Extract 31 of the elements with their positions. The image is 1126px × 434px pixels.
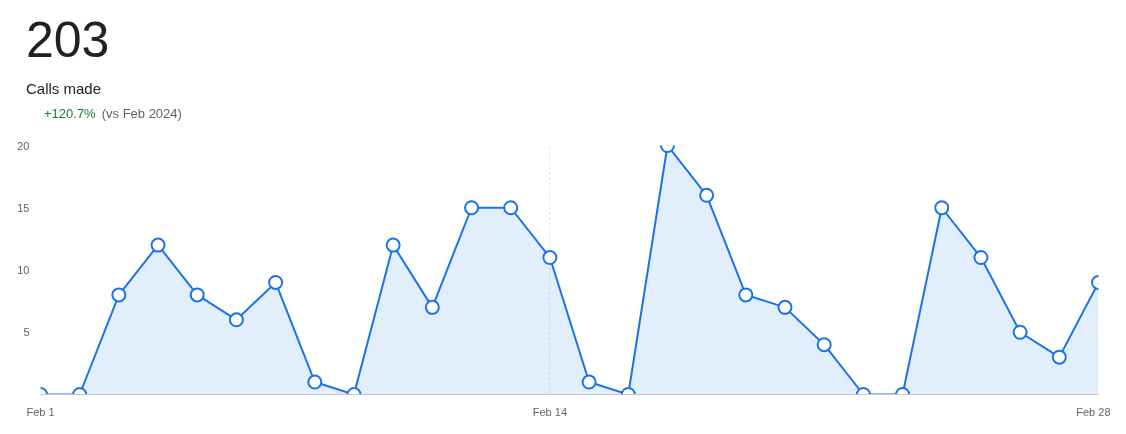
- point: [464, 200, 480, 216]
- x-tick-label: Feb 1: [26, 405, 55, 418]
- point: [424, 299, 440, 315]
- point: [1012, 324, 1028, 340]
- point: [228, 312, 244, 328]
- x-tick-label: Feb 14: [532, 405, 568, 418]
- point: [189, 287, 205, 303]
- point: [816, 337, 832, 353]
- point: [934, 200, 950, 216]
- y-tick-label: 15: [17, 201, 30, 214]
- point: [738, 287, 754, 303]
- text: +120.7%: [44, 106, 96, 122]
- y-tick-label: 10: [17, 264, 30, 276]
- point: [111, 287, 127, 303]
- point: [581, 374, 597, 390]
- point: [777, 299, 793, 315]
- chart-subtitle: Calls made: [26, 79, 103, 99]
- point: [385, 237, 401, 253]
- point: [307, 374, 323, 390]
- point: [1051, 349, 1067, 365]
- point: [699, 187, 715, 203]
- text: (vs Feb 2024): [101, 106, 182, 122]
- point: [150, 237, 166, 253]
- x-tick-label: Feb 28: [1076, 405, 1111, 418]
- y-tick-label: 20: [17, 139, 30, 152]
- point: [973, 250, 989, 266]
- y-tick-label: 5: [23, 326, 30, 339]
- point: [268, 274, 284, 290]
- chart-title: 203: [26, 12, 111, 68]
- point: [503, 200, 519, 216]
- point: [542, 250, 558, 266]
